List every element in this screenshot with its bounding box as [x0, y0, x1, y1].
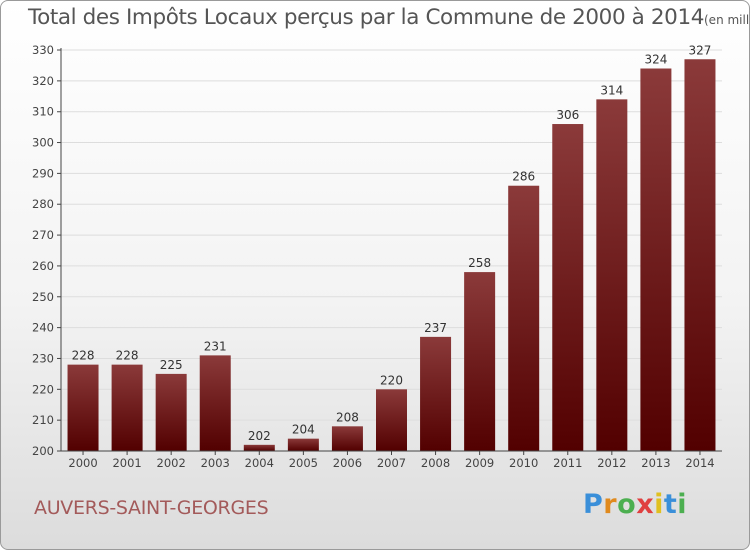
data-label: 220 — [380, 373, 403, 387]
bar — [155, 373, 187, 451]
bar — [684, 59, 716, 451]
x-tick-label: 2001 — [112, 456, 141, 470]
y-tick-label: 210 — [32, 413, 54, 427]
y-tick-label: 310 — [32, 105, 54, 119]
x-tick-label: 2007 — [377, 456, 406, 470]
data-label: 327 — [689, 43, 712, 57]
y-tick-label: 330 — [32, 43, 54, 57]
chart-title: Total des Impôts Locaux perçus par la Co… — [28, 5, 750, 30]
axes — [57, 48, 722, 455]
bar — [552, 124, 584, 452]
bar — [376, 389, 407, 451]
bar — [464, 272, 496, 451]
x-tick-label: 2002 — [157, 456, 186, 470]
logo-letter: t — [663, 489, 678, 520]
y-tick-label: 250 — [32, 290, 54, 304]
logo-letter: i — [654, 489, 664, 520]
bar — [199, 355, 231, 451]
proxiti-logo: Proxiti — [583, 489, 687, 520]
y-tick-label: 270 — [32, 228, 54, 242]
data-label: 208 — [336, 410, 359, 424]
logo-letter: i — [677, 489, 688, 520]
data-label: 202 — [248, 429, 271, 443]
y-tick-label: 220 — [32, 382, 54, 396]
bar — [111, 364, 143, 451]
x-tick-label: 2011 — [553, 456, 582, 470]
chart-title-text: Total des Impôts Locaux perçus par la Co… — [28, 5, 704, 30]
bar — [243, 444, 275, 451]
data-label: 306 — [556, 108, 579, 122]
y-tick-label: 240 — [32, 321, 54, 335]
y-tick-label: 290 — [32, 166, 54, 180]
bars — [67, 59, 716, 452]
x-tick-label: 2009 — [465, 456, 494, 470]
data-label: 324 — [644, 53, 667, 67]
bar — [640, 68, 672, 451]
x-tick-label: 2003 — [201, 456, 230, 470]
bar — [508, 185, 540, 451]
y-tick-label: 280 — [32, 197, 54, 211]
commune-name: AUVERS-SAINT-GEORGES — [34, 497, 269, 519]
logo-letter: r — [603, 489, 618, 520]
bar — [287, 438, 319, 451]
x-tick-label: 2014 — [685, 456, 714, 470]
x-tick-label: 2000 — [68, 456, 97, 470]
x-tick-label: 2006 — [333, 456, 362, 470]
x-tick-label: 2004 — [245, 456, 274, 470]
bar — [420, 336, 452, 451]
data-label: 231 — [204, 339, 227, 353]
data-label: 228 — [116, 349, 139, 363]
y-tick-label: 260 — [32, 259, 54, 273]
x-tick-label: 2012 — [597, 456, 626, 470]
data-label: 204 — [292, 423, 315, 437]
x-tick-label: 2008 — [421, 456, 450, 470]
data-label: 286 — [512, 170, 535, 184]
chart-unit: (en milliers d'€) — [704, 13, 750, 27]
y-tick-label: 230 — [32, 351, 54, 365]
data-label: 228 — [72, 349, 95, 363]
logo-letter: P — [583, 489, 604, 520]
data-label: 314 — [600, 83, 623, 97]
bar — [331, 426, 363, 451]
data-label: 225 — [160, 358, 183, 372]
data-label: 258 — [468, 256, 491, 270]
y-tick-label: 300 — [32, 136, 54, 150]
x-tick-label: 2010 — [509, 456, 538, 470]
logo-letter: x — [636, 489, 655, 520]
data-label: 237 — [424, 321, 447, 335]
logo-letter: o — [617, 489, 637, 520]
labels: 200 210 220 230 240 250 260 270 280 290 300 310 320 3… — [32, 43, 715, 470]
y-tick-label: 320 — [32, 74, 54, 88]
y-tick-label: 200 — [32, 444, 54, 458]
x-tick-label: 2013 — [641, 456, 670, 470]
bar — [596, 99, 628, 451]
bar — [67, 364, 99, 451]
x-tick-label: 2005 — [289, 456, 318, 470]
